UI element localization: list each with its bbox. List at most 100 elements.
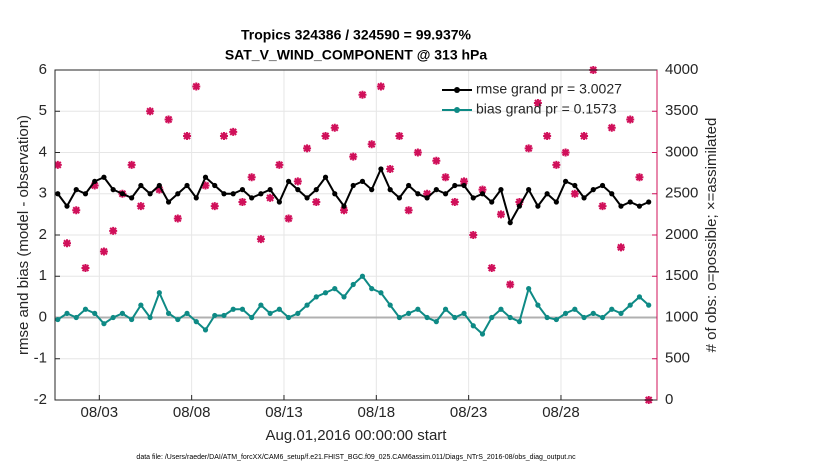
series-marker [276, 199, 282, 205]
obs-count-marker [450, 198, 459, 206]
y2-tick-label: 2000 [665, 226, 698, 243]
obs-count-marker [607, 123, 616, 132]
obs-count-marker [210, 202, 219, 211]
obs-count-marker [238, 198, 247, 206]
series-marker [599, 314, 606, 321]
obs-count-marker [423, 189, 432, 198]
series-marker [82, 191, 89, 197]
series-marker [516, 203, 523, 209]
y-tick-label: -2 [34, 391, 47, 408]
series-marker [359, 273, 366, 279]
series-marker [332, 286, 338, 292]
obs-count-marker [330, 123, 339, 132]
series-marker [572, 306, 578, 312]
series-marker [618, 203, 624, 209]
series-marker [415, 191, 421, 197]
obs-count-marker [367, 140, 376, 149]
legend-marker [454, 107, 460, 113]
obs-count-marker [55, 160, 62, 169]
obs-count-marker [524, 144, 533, 153]
series-marker [498, 187, 504, 193]
obs-count-marker [146, 107, 155, 116]
obs-count-marker [183, 132, 192, 140]
obs-count-marker [284, 214, 293, 223]
series-marker [92, 178, 98, 184]
obs-count-marker [487, 264, 496, 272]
y-tick-label: 4 [39, 143, 47, 160]
series-marker [470, 323, 476, 329]
series-marker [304, 302, 310, 308]
series-marker [387, 302, 393, 308]
obs-count-marker [404, 206, 413, 215]
series-marker [544, 314, 550, 321]
series-marker [175, 191, 181, 197]
series-marker [249, 195, 255, 201]
series-marker [129, 316, 135, 323]
obs-count-marker [63, 239, 72, 248]
series-line [56, 166, 650, 226]
obs-count-marker [229, 127, 238, 136]
obs-count-marker [349, 152, 358, 161]
obs-count-marker [72, 206, 81, 215]
series-marker [562, 178, 569, 184]
obs-count-marker [81, 264, 90, 272]
series-marker [507, 314, 513, 321]
series-marker [184, 310, 190, 316]
chart-subtitle: SAT_V_WIND_COMPONENT @ 313 hPa [225, 47, 488, 63]
legend-marker [454, 87, 460, 93]
obs-count-marker [136, 202, 145, 211]
series-marker [646, 302, 652, 308]
legend-label: bias grand pr = 0.1573 [476, 101, 617, 117]
obs-count-marker [109, 226, 118, 235]
series-marker [479, 191, 486, 197]
obs-count-marker [561, 148, 570, 157]
series-marker [55, 191, 61, 197]
series-marker [82, 306, 89, 312]
y2-tick-label: 3000 [665, 143, 698, 160]
y2-tick-label: 1500 [665, 267, 698, 284]
series-marker [442, 306, 449, 312]
y2-tick-label: 500 [665, 350, 690, 367]
series-marker [175, 316, 181, 323]
series-marker [369, 286, 375, 292]
series-marker [452, 182, 458, 189]
obs-count-marker [506, 280, 515, 289]
obs-count-marker [496, 210, 505, 219]
series-marker [433, 187, 439, 193]
obs-count-marker [460, 177, 469, 186]
series-marker [221, 312, 227, 319]
y2-tick-label: 4000 [665, 61, 698, 78]
y-tick-label: 3 [39, 185, 47, 202]
series-marker [396, 195, 402, 201]
series-marker [341, 203, 347, 209]
y-tick-label: 2 [39, 226, 47, 243]
series-marker [221, 191, 227, 197]
y2-tick-label: 1000 [665, 308, 698, 325]
y-axis-label: rmse and bias (model - observation) [15, 115, 32, 355]
series-marker [609, 191, 615, 197]
series-marker [258, 302, 264, 308]
obs-count-marker [515, 198, 524, 206]
x-tick-label: 08/03 [81, 404, 119, 421]
obs-count-marker [339, 206, 348, 215]
series-marker [535, 302, 541, 308]
series-marker [636, 294, 643, 300]
series-marker [553, 316, 559, 323]
series-marker [489, 314, 495, 321]
series-marker [424, 314, 430, 321]
obs-count-marker [598, 202, 607, 211]
series-marker [313, 187, 319, 193]
series-marker [350, 182, 356, 189]
series-marker [535, 203, 541, 209]
series-marker [73, 314, 79, 321]
series-marker [119, 191, 126, 197]
y-tick-label: 5 [39, 102, 47, 119]
obs-count-marker [395, 132, 404, 140]
series-marker [581, 195, 587, 201]
x-tick-label: 08/13 [265, 404, 303, 421]
series-marker [193, 319, 199, 325]
series-marker [553, 199, 559, 205]
obs-count-marker [386, 165, 395, 173]
series-marker [378, 166, 384, 172]
